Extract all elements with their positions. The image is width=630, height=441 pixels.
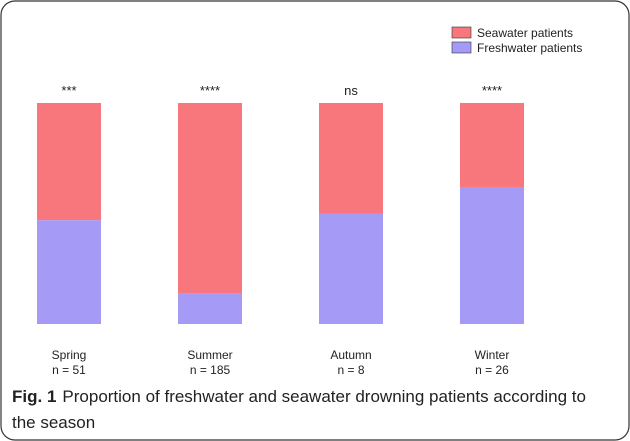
caption: Fig. 1 Proportion of freshwater and seawa… — [12, 384, 612, 436]
bar-segment — [37, 220, 101, 324]
legend-label: Seawater patients — [477, 26, 573, 40]
x-tick-label: Winter — [475, 348, 510, 362]
x-tick-label: Summer — [187, 348, 232, 362]
x-tick-label: Spring — [52, 348, 87, 362]
bar-segment — [319, 103, 383, 214]
bar-segment — [37, 103, 101, 221]
sample-size-label: n = 51 — [52, 363, 86, 377]
bar-segment — [460, 103, 524, 187]
significance-label: ns — [344, 83, 358, 98]
significance-label: *** — [61, 83, 76, 98]
bar-segment — [178, 293, 242, 324]
sample-size-label: n = 185 — [190, 363, 231, 377]
legend-label: Freshwater patients — [477, 41, 582, 55]
significance-label: **** — [482, 83, 502, 98]
bar-segment — [178, 103, 242, 294]
x-tick-label: Autumn — [330, 348, 371, 362]
legend-swatch — [451, 41, 472, 54]
caption-text: Proportion of freshwater and seawater dr… — [12, 387, 586, 432]
bar-segment — [460, 186, 524, 324]
significance-label: **** — [200, 83, 220, 98]
bar-segment — [319, 213, 383, 324]
sample-size-label: n = 26 — [475, 363, 509, 377]
caption-label: Fig. 1 — [12, 387, 57, 406]
legend-swatch — [451, 26, 472, 39]
sample-size-label: n = 8 — [337, 363, 364, 377]
